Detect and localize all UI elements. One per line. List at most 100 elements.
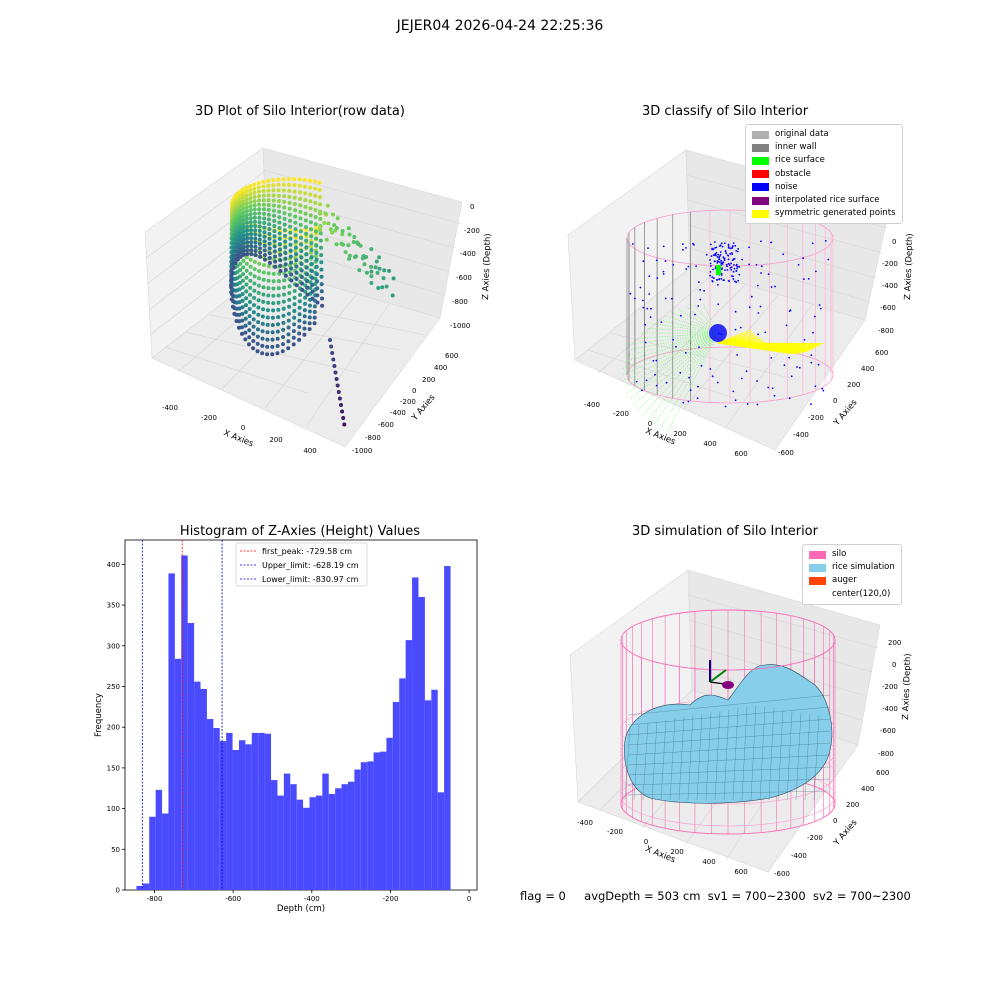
raw-point	[249, 236, 254, 241]
classify-noise-point	[629, 292, 632, 295]
classify-noise-point	[739, 326, 742, 329]
classify-noise-point	[748, 306, 751, 309]
sim-rice-mesh	[627, 742, 831, 756]
histogram-bar	[251, 732, 259, 890]
raw-point	[309, 269, 314, 273]
raw-point	[265, 330, 270, 335]
raw-point	[262, 243, 267, 248]
raw-point	[297, 331, 302, 336]
raw-point	[241, 265, 246, 270]
raw-point	[334, 226, 339, 230]
raw-point	[277, 215, 282, 220]
classify-noise-point	[748, 246, 750, 249]
raw-point	[270, 315, 275, 320]
raw-point	[304, 252, 309, 257]
classify-ztick: 0	[892, 238, 896, 246]
raw-point	[270, 323, 275, 327]
raw-point	[331, 212, 335, 217]
raw-point	[314, 243, 319, 248]
raw-point	[248, 212, 253, 217]
raw-point	[238, 208, 243, 213]
classify-noise-point	[720, 272, 723, 275]
raw-point	[238, 212, 243, 217]
raw-point	[253, 236, 258, 241]
sim-rice-mesh	[627, 754, 831, 766]
raw-point	[247, 307, 252, 311]
raw-point	[275, 351, 280, 356]
raw-point	[256, 283, 261, 288]
raw-point	[241, 233, 246, 238]
raw-point	[314, 236, 319, 241]
classify-noise-point	[815, 270, 817, 273]
raw-point	[271, 208, 276, 213]
classify-noise-point	[695, 265, 697, 267]
classify-noise-point	[755, 264, 758, 266]
raw-point	[252, 274, 257, 279]
raw-floor-pane	[151, 267, 441, 448]
raw-point	[312, 179, 317, 184]
raw-point	[320, 296, 324, 301]
sim-xtick: 200	[670, 848, 683, 856]
raw-point	[308, 303, 312, 308]
classify-noise-point	[756, 380, 758, 382]
raw-point	[262, 263, 266, 268]
sim-rice-mesh	[627, 766, 831, 776]
raw-point	[251, 310, 256, 315]
classify-noise-point	[797, 263, 800, 266]
histogram-bar	[296, 799, 304, 890]
raw-point	[248, 188, 253, 193]
raw-point	[369, 281, 374, 285]
raw-point	[251, 339, 256, 343]
classify-noise-point	[687, 400, 690, 403]
legend-label: original data	[775, 129, 829, 139]
raw-scatter-points	[229, 177, 396, 427]
raw-point	[261, 179, 266, 184]
raw-point	[267, 231, 272, 236]
raw-point	[273, 254, 277, 259]
classify-noise-point	[757, 312, 760, 314]
histogram-bar	[206, 719, 214, 890]
classify-noise-point	[819, 307, 822, 310]
raw-point	[243, 337, 248, 342]
raw-ytick: -400	[390, 409, 406, 417]
raw-point	[241, 222, 246, 227]
histogram-bar	[232, 750, 239, 890]
raw-point	[346, 226, 351, 231]
raw-point	[287, 200, 292, 205]
legend-lower-limit: Lower_limit: -830.97 cm	[262, 575, 359, 584]
sim-ztick: 0	[892, 661, 896, 669]
histogram-bars	[136, 555, 451, 890]
classify-noise-point	[738, 266, 741, 268]
raw-point	[267, 251, 272, 256]
raw-point	[262, 230, 267, 235]
legend-swatch	[809, 590, 826, 599]
classify-noise-point	[734, 328, 737, 331]
sim-ytick: 400	[861, 785, 874, 793]
sim-rice-mesh	[723, 709, 730, 801]
classify-xtick: 600	[734, 450, 747, 458]
raw-point	[331, 357, 336, 362]
classify-noise-point	[735, 263, 738, 266]
raw-point	[307, 309, 312, 314]
raw-point	[332, 223, 337, 228]
classify-noise-cluster	[709, 324, 727, 342]
classify-xtick: 400	[703, 440, 716, 448]
raw-point	[245, 232, 250, 237]
raw-point	[305, 292, 310, 297]
classify-noise-point	[672, 263, 675, 266]
raw-point	[314, 229, 318, 234]
classify-ytick: -600	[778, 449, 794, 457]
raw-point	[282, 278, 287, 283]
raw-point	[252, 267, 257, 272]
histogram-bar	[405, 640, 413, 890]
raw-point	[286, 332, 291, 337]
raw-point	[294, 264, 299, 269]
raw-point	[313, 200, 318, 205]
raw-point	[377, 266, 382, 271]
raw-point	[261, 270, 266, 275]
raw-point	[283, 273, 288, 278]
raw-point	[302, 308, 307, 313]
raw-point	[255, 334, 260, 339]
classify-noise-point	[727, 262, 730, 265]
raw-point	[261, 207, 266, 212]
